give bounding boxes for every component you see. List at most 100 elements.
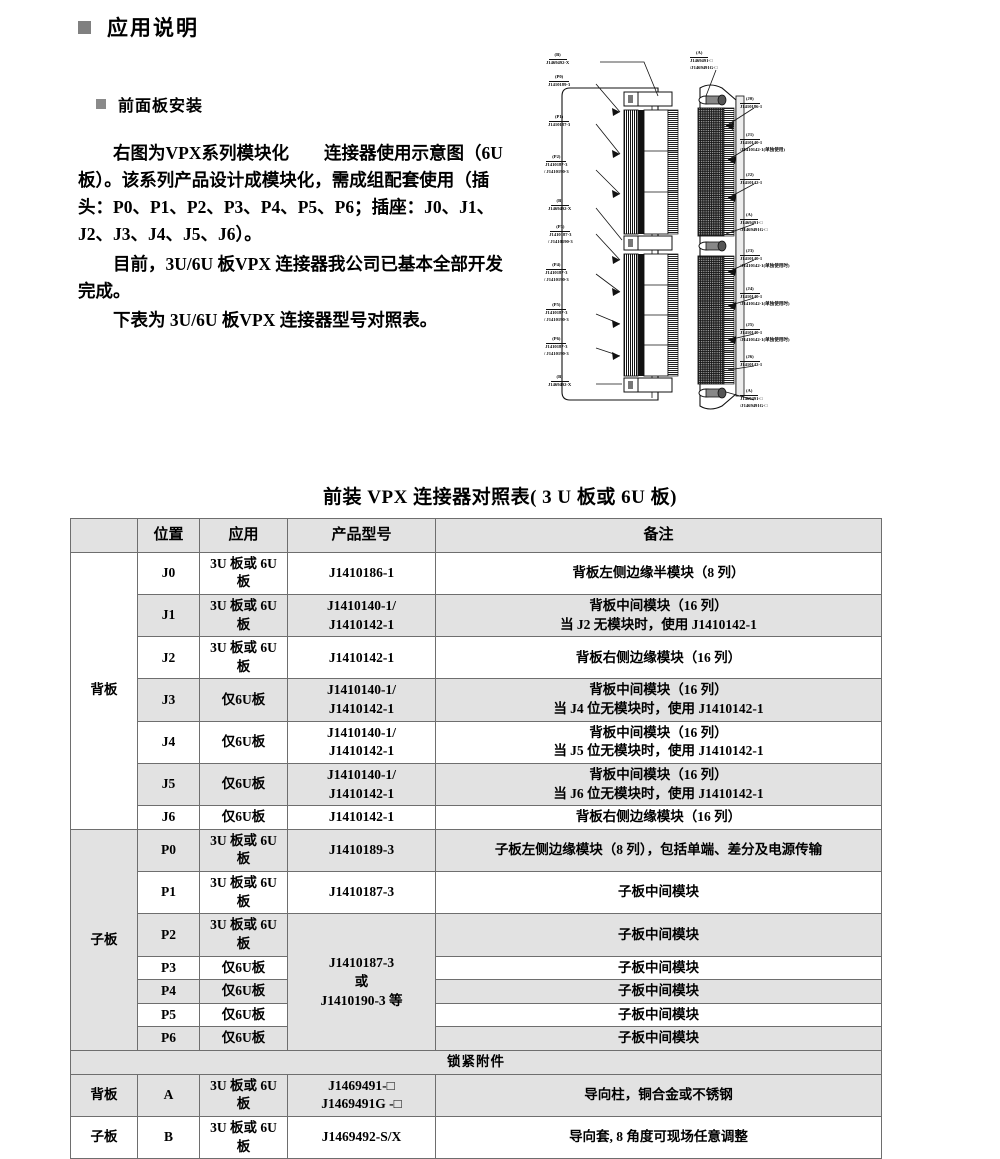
cell-group: 子板 — [70, 1115, 138, 1159]
cell-remark: 导向柱，铜合金或不锈钢 — [435, 1073, 882, 1117]
cell-position: J3 — [137, 678, 200, 722]
cell-remark: 背板右侧边缘模块（16 列） — [435, 805, 882, 830]
cell-model: J1410142-1 — [287, 636, 436, 680]
cell-application: 3U 板或 6U 板 — [199, 1073, 288, 1117]
cell-remark: 背板左侧边缘半模块（8 列） — [435, 551, 882, 595]
cell-position: P2 — [137, 913, 200, 957]
cell-group: 背板 — [70, 1073, 138, 1117]
diagram-callout: (P1) J1410187-3 — [548, 114, 571, 127]
cell-model: J1410189-3 — [287, 828, 436, 873]
cell-remark: 子板中间模块 — [435, 1002, 882, 1028]
cell-position: J1 — [137, 593, 200, 638]
lock-section-title: 锁紧附件 — [70, 1050, 882, 1075]
cell-model: J1410140-1/J1410142-1 — [287, 678, 436, 722]
guide-sleeve-icon — [623, 377, 673, 393]
cell-position: P4 — [137, 979, 200, 1004]
column-header-2: 应用 — [199, 518, 288, 553]
cell-model: J1469491-□ J1469491G -□ — [287, 1073, 436, 1117]
table-row: P5 仅6U板 子板中间模块 — [71, 1002, 882, 1028]
column-header-0 — [70, 518, 138, 553]
cell-application: 仅6U板 — [199, 955, 288, 981]
cell-remark: 背板右侧边缘模块（16 列） — [435, 636, 882, 680]
page-title: 应用说明 — [107, 16, 199, 40]
cell-remark: 子板中间模块 — [435, 979, 882, 1004]
group-label-backplane: 背板 — [70, 551, 138, 830]
diagram-callout: (P6) J1410187-3/ J1410190-3 — [544, 336, 569, 356]
diagram-callout: (P4) J1410187-3/ J1410190-3 — [544, 262, 569, 282]
plug-module-stack-upper — [623, 109, 679, 235]
diagram-callout: (J5) J1410140-1/J1410142-1(单独使用时) — [740, 322, 790, 342]
cell-remark: 子板中间模块 — [435, 1026, 882, 1052]
diagram-callout: (P2) J1410187-3/ J1410190-3 — [544, 154, 569, 174]
diagram-callout: (J2) J1410142-1 — [740, 172, 763, 185]
paragraph-3: 下表为 3U/6U 板VPX 连接器型号对照表。 — [113, 309, 438, 330]
guide-pin-icon — [698, 387, 727, 399]
receptacle-contact-block-lower — [697, 255, 735, 385]
paragraph-1: 右图为VPX系列模块化 连接器使用示意图（6U 板）。该系列产品设计成模块化，需… — [78, 143, 503, 245]
diagram-callout: (J0) J1410186-1 — [740, 96, 763, 109]
table-row: P4 仅6U板 子板中间模块 — [71, 979, 882, 1004]
cell-application: 3U 板或 6U 板 — [199, 593, 288, 638]
column-header-1: 位置 — [137, 518, 200, 553]
diagram-callout: (B) J1469492-X — [548, 198, 572, 211]
plug-module-stack-lower — [623, 253, 679, 377]
leader-lines-left — [595, 61, 659, 385]
diagram-callout: (B) J1469492-X — [546, 52, 570, 65]
cell-application: 3U 板或 6U 板 — [199, 551, 288, 595]
cell-position: P0 — [137, 828, 200, 873]
cell-position: J5 — [137, 762, 200, 807]
cell-remark: 背板中间模块（16 列）当 J6 位无模块时，使用 J1410142-1 — [435, 762, 882, 807]
cell-remark: 导向套, 8 角度可现场任意调整 — [435, 1115, 882, 1159]
table-row: J5 仅6U板 J1410140-1/J1410142-1 背板中间模块（16 列）当… — [71, 762, 882, 807]
cell-application: 3U 板或 6U 板 — [199, 828, 288, 873]
diagram-callout: (P3) J1410187-3/ J1410190-3 — [548, 224, 573, 244]
cell-remark: 子板左侧边缘模块（8 列），包括单端、差分及电源传输 — [435, 828, 882, 873]
cell-position: A — [137, 1073, 200, 1117]
table-row: P6 仅6U板 子板中间模块 — [71, 1026, 882, 1052]
guide-sleeve-icon — [623, 91, 673, 107]
cell-remark: 背板中间模块（16 列）当 J5 位无模块时，使用 J1410142-1 — [435, 720, 882, 764]
table-row: P2 3U 板或 6U 板 J1410187-3 或 J1410190-3 等子板中间模… — [71, 913, 882, 1052]
square-bullet-icon — [78, 20, 91, 34]
table-header-row: 位置 应用 产品型号 备注 — [70, 518, 882, 553]
cell-position: P6 — [137, 1026, 200, 1052]
lock-section-title-row: 锁紧附件 — [70, 1050, 882, 1075]
diagram-callout: (P5) J1410187-3/ J1410190-3 — [544, 302, 569, 322]
square-bullet-icon — [96, 99, 106, 109]
table-row: J3 仅6U板 J1410140-1/J1410142-1 背板中间模块（16 列）当… — [71, 678, 882, 722]
column-header-4: 备注 — [435, 518, 882, 553]
diagram-callout: (A) J1469491-□/J1469491G-□ — [740, 212, 768, 232]
table-row: 背板 A 3U 板或 6U 板 J1469491-□ J1469491G -□ 导向柱，铜… — [70, 1073, 882, 1117]
cell-position: P5 — [137, 1002, 200, 1028]
cell-application: 仅6U板 — [199, 678, 288, 722]
cell-application: 3U 板或 6U 板 — [199, 913, 288, 957]
column-header-3: 产品型号 — [287, 518, 436, 553]
diagram-callout: (J3) J1410140-1/J1410142-1(单独使用时) — [740, 248, 790, 268]
cell-position: J6 — [137, 805, 200, 830]
table-row: J4 仅6U板 J1410140-1/J1410142-1 背板中间模块（16 列）当… — [71, 720, 882, 764]
leader-arrows-left — [612, 108, 620, 360]
cell-application: 仅6U板 — [199, 805, 288, 830]
guide-sleeve-icon — [623, 235, 673, 251]
cell-model: J1410140-1/J1410142-1 — [287, 720, 436, 764]
cell-model-merged: J1410187-3 或 J1410190-3 等 — [287, 913, 436, 1052]
cell-model: J1410140-1/J1410142-1 — [287, 762, 436, 807]
body-text: 右图为VPX系列模块化 连接器使用示意图（6U 板）。该系列产品设计成模块化，需… — [78, 140, 518, 336]
receptacle-contact-block-upper — [697, 107, 735, 237]
cell-application: 仅6U板 — [199, 720, 288, 764]
cell-position: J2 — [137, 636, 200, 680]
cell-application: 仅6U板 — [199, 979, 288, 1004]
cell-application: 仅6U板 — [199, 762, 288, 807]
table-row: 背板 J0 3U 板或 6U 板 J1410186-1 背板左侧边缘半模块（8 列） — [70, 551, 882, 830]
leader-arrows-right — [726, 122, 736, 344]
cell-position: J0 — [137, 551, 200, 595]
table-row: P1 3U 板或 6U 板 J1410187-3 子板中间模块 — [71, 871, 882, 915]
guide-pin-icon — [698, 240, 727, 252]
cell-application: 3U 板或 6U 板 — [199, 1115, 288, 1159]
cell-remark: 子板中间模块 — [435, 955, 882, 981]
table-row: P3 仅6U板 子板中间模块 — [71, 955, 882, 981]
diagram-callout: (J4) J1410140-1/J1410142-1(单独使用时) — [740, 286, 790, 306]
diagram-callout: (A) J1469491-□/J1469491G-□ — [740, 388, 768, 408]
paragraph-2: 目前，3U/6U 板VPX 连接器我公司已基本全部开发完成。 — [78, 253, 503, 301]
cell-remark: 背板中间模块（16 列）当 J4 位无模块时，使用 J1410142-1 — [435, 678, 882, 722]
